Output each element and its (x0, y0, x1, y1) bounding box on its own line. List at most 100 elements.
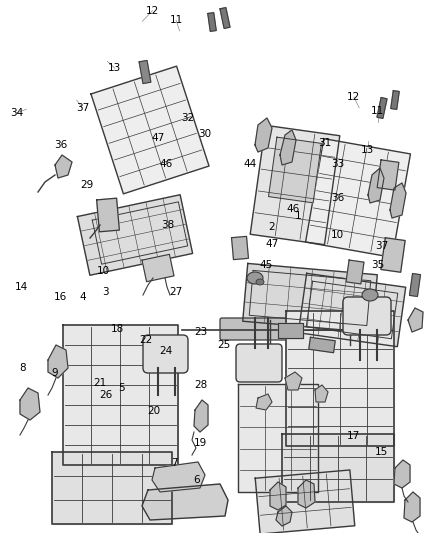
Polygon shape (282, 434, 394, 502)
Polygon shape (306, 139, 410, 257)
FancyBboxPatch shape (236, 344, 282, 382)
Polygon shape (298, 273, 406, 346)
Text: 15: 15 (375, 447, 389, 457)
Text: 13: 13 (361, 146, 374, 155)
Polygon shape (208, 13, 216, 31)
Text: 45: 45 (260, 261, 273, 270)
Text: 7: 7 (171, 458, 178, 467)
Text: 21: 21 (93, 378, 106, 387)
Text: 11: 11 (170, 15, 183, 25)
Polygon shape (394, 460, 410, 488)
Polygon shape (63, 325, 177, 465)
Polygon shape (142, 254, 174, 281)
Polygon shape (270, 482, 286, 510)
Text: 19: 19 (194, 439, 207, 448)
Polygon shape (298, 480, 315, 508)
Text: 20: 20 (148, 407, 161, 416)
Text: 4: 4 (79, 293, 86, 302)
Polygon shape (276, 506, 292, 526)
Polygon shape (391, 91, 399, 109)
Text: 8: 8 (19, 363, 26, 373)
Text: 1: 1 (294, 211, 301, 221)
Text: 10: 10 (96, 266, 110, 276)
Ellipse shape (256, 279, 264, 285)
Polygon shape (232, 237, 248, 260)
Polygon shape (377, 98, 387, 118)
Text: 13: 13 (108, 63, 121, 73)
Text: 12: 12 (146, 6, 159, 15)
Text: 36: 36 (332, 193, 345, 203)
FancyBboxPatch shape (143, 335, 188, 373)
FancyBboxPatch shape (220, 318, 384, 340)
Text: 47: 47 (152, 133, 165, 142)
Text: 44: 44 (244, 159, 257, 169)
Polygon shape (255, 118, 272, 152)
Text: 12: 12 (347, 92, 360, 102)
Polygon shape (346, 260, 364, 284)
Text: 6: 6 (193, 475, 200, 484)
Polygon shape (220, 7, 230, 28)
Polygon shape (278, 322, 303, 337)
Text: 34: 34 (10, 108, 23, 118)
Text: 30: 30 (198, 130, 212, 139)
Polygon shape (78, 195, 193, 275)
Text: 35: 35 (371, 261, 384, 270)
Text: 14: 14 (14, 282, 28, 292)
Polygon shape (250, 125, 340, 245)
Polygon shape (410, 273, 420, 296)
Text: 10: 10 (331, 230, 344, 239)
Polygon shape (142, 484, 228, 520)
Text: 36: 36 (54, 140, 67, 150)
Text: 47: 47 (266, 239, 279, 249)
Ellipse shape (247, 272, 263, 284)
Text: 18: 18 (111, 325, 124, 334)
Polygon shape (408, 308, 423, 332)
Text: 27: 27 (170, 287, 183, 297)
Text: 17: 17 (347, 431, 360, 441)
Text: 9: 9 (51, 368, 58, 378)
Polygon shape (243, 263, 377, 333)
Polygon shape (256, 394, 272, 410)
Polygon shape (285, 372, 302, 390)
Polygon shape (97, 198, 120, 232)
Polygon shape (368, 168, 384, 203)
Polygon shape (390, 183, 406, 218)
Text: 16: 16 (54, 293, 67, 302)
Text: 3: 3 (102, 287, 109, 297)
Text: 26: 26 (99, 391, 113, 400)
Text: 2: 2 (268, 222, 275, 231)
Text: 32: 32 (181, 114, 194, 123)
Ellipse shape (362, 289, 378, 301)
Text: 38: 38 (161, 220, 174, 230)
Polygon shape (315, 385, 328, 402)
Polygon shape (194, 400, 208, 432)
Polygon shape (280, 130, 296, 165)
Text: 11: 11 (371, 106, 384, 116)
Polygon shape (48, 345, 68, 378)
Polygon shape (238, 384, 318, 492)
Text: 29: 29 (80, 181, 93, 190)
Text: 28: 28 (194, 380, 207, 390)
Polygon shape (309, 337, 335, 353)
Polygon shape (286, 311, 394, 446)
Polygon shape (377, 160, 399, 190)
Text: 24: 24 (159, 346, 172, 356)
Text: 46: 46 (286, 204, 299, 214)
Text: 25: 25 (218, 341, 231, 350)
FancyBboxPatch shape (343, 297, 391, 335)
Polygon shape (52, 452, 172, 524)
Text: 37: 37 (375, 241, 389, 251)
Polygon shape (20, 388, 40, 420)
Polygon shape (404, 492, 420, 522)
Polygon shape (91, 66, 209, 194)
Polygon shape (139, 60, 151, 84)
Text: 31: 31 (318, 138, 332, 148)
Text: 22: 22 (139, 335, 152, 345)
Polygon shape (268, 137, 321, 203)
Polygon shape (152, 462, 205, 492)
Polygon shape (255, 470, 355, 533)
Polygon shape (55, 155, 72, 178)
Text: 37: 37 (76, 103, 89, 112)
Text: 5: 5 (118, 383, 125, 393)
Text: 23: 23 (194, 327, 207, 336)
